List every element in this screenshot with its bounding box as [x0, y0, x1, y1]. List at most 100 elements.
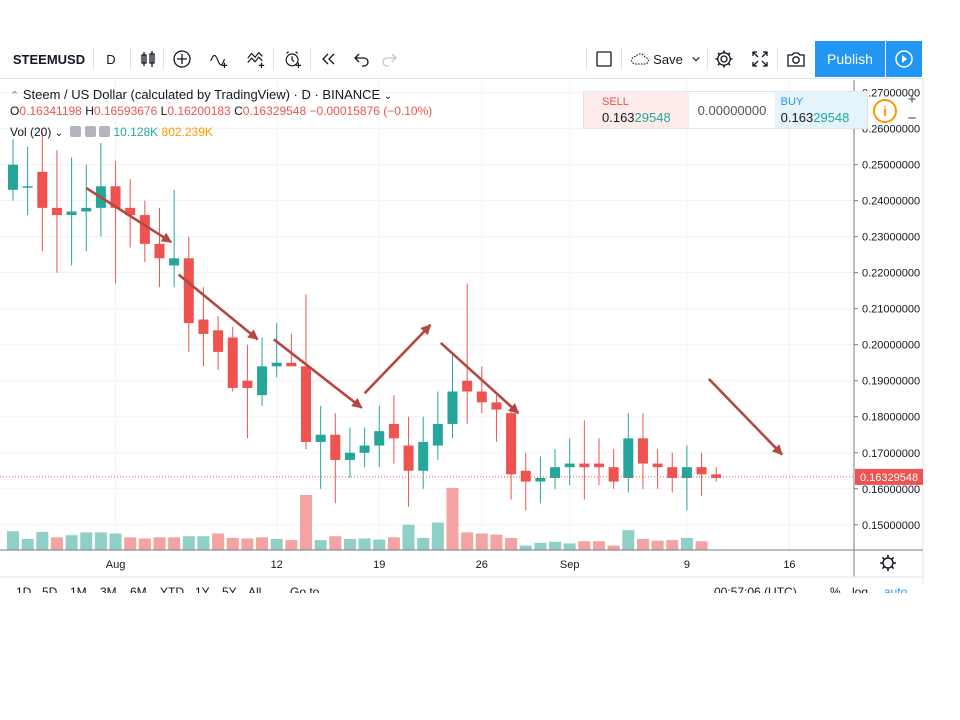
- price-tick-label: 0.21000000: [862, 304, 920, 316]
- undo-icon[interactable]: [350, 40, 374, 78]
- candle-body: [139, 215, 150, 244]
- candle-body: [447, 391, 458, 424]
- time-axis[interactable]: Aug 12 19 26 Sep 9 16: [0, 549, 923, 578]
- buy-button[interactable]: BUY 0.16329548: [774, 92, 867, 128]
- candle-body: [579, 463, 590, 468]
- range-5y[interactable]: 5Y: [222, 585, 237, 593]
- close-label: C: [234, 104, 243, 118]
- volume-bar: [490, 534, 503, 550]
- range-1d[interactable]: 1D: [16, 585, 32, 593]
- redo-icon[interactable]: [377, 40, 401, 78]
- price-tick-label: 0.27000000: [862, 88, 920, 100]
- candle-body: [623, 438, 634, 478]
- price-chart[interactable]: 0.27000000 0.26000000 0.25000000 0.24000000…: [0, 80, 925, 585]
- price-tick-label: 0.26000000: [862, 124, 920, 136]
- candle-body: [81, 207, 92, 212]
- volume-bar: [534, 542, 547, 550]
- volume-bar: [563, 543, 576, 550]
- candle-body: [608, 467, 619, 482]
- range-3m[interactable]: 3M: [100, 585, 117, 593]
- price-tick-label: 0.16000000: [862, 484, 920, 496]
- interval-button[interactable]: D: [106, 51, 116, 67]
- zoom-minus-button[interactable]: −: [907, 110, 917, 127]
- log-toggle[interactable]: log: [852, 585, 869, 593]
- chevron-down-icon[interactable]: ⌄: [383, 91, 393, 102]
- cloud-icon[interactable]: [626, 40, 654, 78]
- toolbar-divider: [273, 48, 274, 70]
- volume-bar: [329, 536, 342, 550]
- volume-value: 10.128K: [113, 125, 159, 139]
- range-all[interactable]: All: [248, 585, 262, 593]
- volume-bar: [387, 537, 400, 550]
- candle-body: [418, 441, 429, 471]
- clock-time[interactable]: 00:57:06 (UTC): [714, 585, 797, 593]
- settings-gear-icon[interactable]: [712, 40, 736, 78]
- time-tick-label: Aug: [106, 559, 126, 571]
- play-icon[interactable]: [886, 41, 922, 77]
- candle-body: [359, 445, 370, 453]
- volume-ma-value: 802.239K: [161, 125, 213, 139]
- axis-settings-gear-icon[interactable]: [880, 555, 896, 571]
- volume-bar: [226, 537, 239, 550]
- buy-label: BUY: [780, 96, 804, 108]
- save-button[interactable]: Save: [653, 51, 683, 67]
- chart-title: Steem / US Dollar (calculated by Trading…: [22, 87, 381, 102]
- goto-button[interactable]: Go to...: [290, 585, 330, 593]
- candle-body: [667, 467, 678, 478]
- layout-square-icon[interactable]: [592, 40, 616, 78]
- info-icon[interactable]: i: [873, 99, 897, 123]
- volume-bar: [80, 532, 93, 550]
- camera-icon[interactable]: [784, 40, 808, 78]
- plus-circle-icon[interactable]: [170, 40, 194, 78]
- collapse-chevron-icon[interactable]: ⌃: [10, 90, 20, 102]
- settings-icon[interactable]: [84, 126, 96, 137]
- symbol-search[interactable]: STEEMUSD: [12, 51, 86, 67]
- candle-body: [271, 362, 282, 367]
- range-1y[interactable]: 1Y: [195, 585, 210, 593]
- fullscreen-icon[interactable]: [748, 40, 772, 78]
- publish-button[interactable]: Publish: [815, 41, 885, 77]
- range-1m[interactable]: 1M: [70, 585, 87, 593]
- eye-icon[interactable]: [70, 126, 82, 137]
- auto-toggle[interactable]: auto: [884, 585, 908, 593]
- sell-button[interactable]: SELL 0.16329548: [584, 92, 690, 128]
- volume-bar: [168, 537, 181, 550]
- close-icon[interactable]: [99, 126, 111, 137]
- candles-icon[interactable]: [136, 40, 160, 78]
- percent-toggle[interactable]: %: [830, 585, 841, 593]
- candle-body: [564, 463, 575, 468]
- low-value: 0.16200183: [167, 104, 231, 118]
- toolbar-divider: [586, 48, 587, 70]
- ohlc-values: O0.16341198 H0.16593676 L0.16200183 C0.1…: [10, 104, 432, 118]
- save-menu-chevron-icon[interactable]: [688, 40, 704, 78]
- zoom-plus-button[interactable]: +: [907, 91, 917, 108]
- quantity-field[interactable]: 0.00000000: [697, 102, 767, 118]
- indicator-icon[interactable]: [205, 40, 233, 78]
- volume-bar: [65, 535, 78, 550]
- range-ytd[interactable]: YTD: [160, 585, 184, 593]
- price-axis[interactable]: 0.27000000 0.26000000 0.25000000 0.24000000…: [853, 80, 924, 585]
- chevron-down-icon[interactable]: ⌄: [54, 128, 64, 139]
- volume-bar: [153, 537, 166, 550]
- range-5d[interactable]: 5D: [42, 585, 58, 593]
- sell-price: 0.16329548: [602, 110, 671, 125]
- trend-arrows: [85, 186, 784, 456]
- alert-icon[interactable]: [279, 40, 307, 78]
- last-price-label: 0.16329548: [860, 472, 918, 484]
- trend-arrow: [272, 338, 363, 409]
- volume-bar: [124, 537, 137, 550]
- candlesticks: [8, 132, 722, 511]
- templates-icon[interactable]: [242, 40, 270, 78]
- volume-legend[interactable]: Vol (20) ⌄ 10.128K 802.239K: [10, 125, 213, 139]
- low-label: L: [160, 104, 168, 118]
- candle-body: [520, 470, 531, 482]
- candle-body: [198, 319, 209, 334]
- candle-body: [637, 438, 648, 464]
- range-6m[interactable]: 6M: [130, 585, 147, 593]
- volume-bars: [7, 487, 708, 550]
- candle-body: [154, 243, 165, 259]
- candle-body: [344, 452, 355, 460]
- volume-bar: [36, 531, 49, 550]
- volume-bar: [256, 537, 269, 550]
- replay-icon[interactable]: [316, 40, 340, 78]
